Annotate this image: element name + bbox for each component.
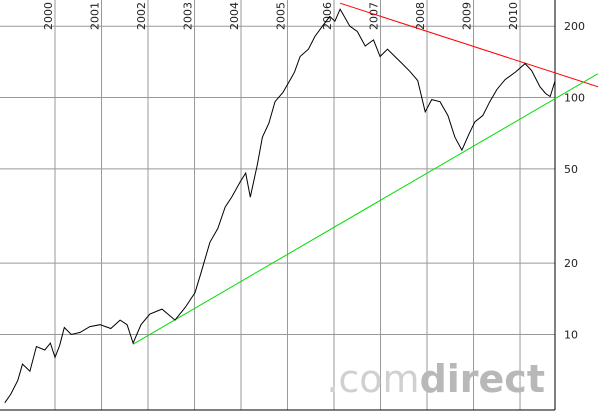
x-tick-label: 2008 <box>414 2 427 30</box>
x-tick-label: 2001 <box>89 2 102 30</box>
trend-line <box>132 73 598 345</box>
y-tick-label: 50 <box>564 163 578 176</box>
x-tick-label: 2000 <box>42 2 55 30</box>
x-tick-label: 2005 <box>275 2 288 30</box>
watermark-direct: direct <box>420 357 545 401</box>
x-tick-label: 2004 <box>228 2 241 30</box>
trend-line <box>339 2 598 88</box>
y-tick-label: 100 <box>564 92 585 105</box>
price-line <box>4 8 556 404</box>
x-tick-label: 2003 <box>182 2 195 30</box>
x-tick-label: 2002 <box>135 2 148 30</box>
x-tick-label: 2007 <box>368 2 381 30</box>
x-tick-label: 2010 <box>507 2 520 30</box>
y-tick-label: 20 <box>564 257 578 270</box>
watermark: .comdirect <box>326 357 545 401</box>
x-tick-label: 2009 <box>461 2 474 30</box>
y-tick-label: 10 <box>564 328 578 341</box>
y-tick-label: 200 <box>564 20 585 33</box>
watermark-com: .com <box>326 357 419 401</box>
